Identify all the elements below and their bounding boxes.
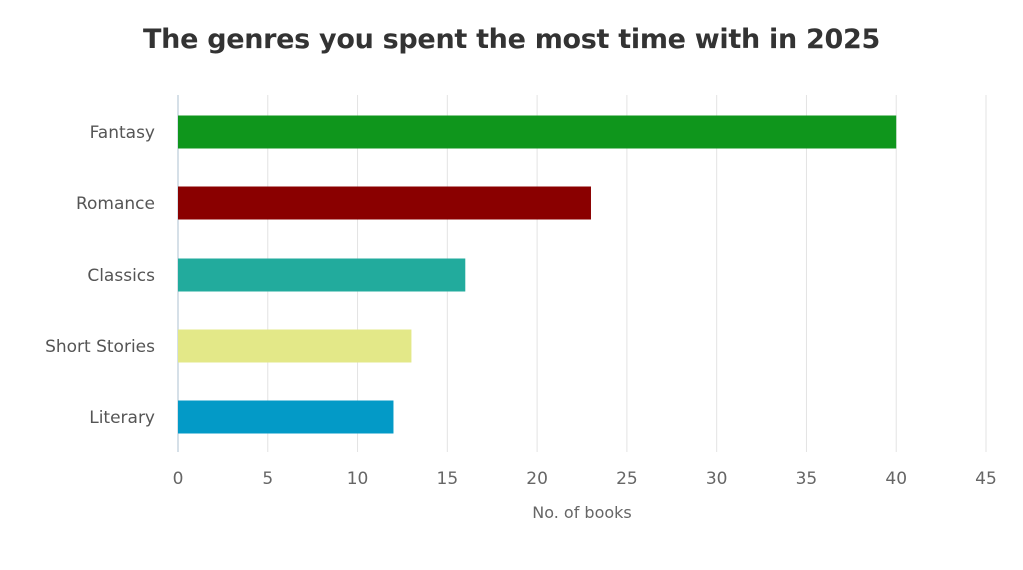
bar-classics	[178, 258, 466, 292]
bar-romance	[178, 186, 591, 220]
x-tick-label: 45	[975, 469, 997, 489]
chart-title: The genres you spent the most time with …	[143, 24, 880, 55]
x-tick-label: 40	[885, 469, 907, 489]
category-label: Literary	[89, 408, 155, 428]
category-label: Fantasy	[90, 123, 155, 143]
x-tick-label: 30	[706, 469, 728, 489]
x-axis-title: No. of books	[532, 503, 632, 522]
bars	[178, 115, 897, 434]
x-tick-label: 0	[173, 469, 184, 489]
x-tick-label: 15	[437, 469, 459, 489]
x-tick-label: 5	[262, 469, 273, 489]
bar-literary	[178, 400, 394, 434]
x-tick-label: 25	[616, 469, 638, 489]
category-labels: Fantasy Romance Classics Short Stories Liter…	[45, 123, 155, 428]
bar-short-stories	[178, 329, 412, 363]
category-label: Short Stories	[45, 337, 155, 357]
x-tick-label: 35	[796, 469, 818, 489]
x-tick-label: 10	[347, 469, 369, 489]
x-tick-label: 20	[526, 469, 548, 489]
category-label: Romance	[76, 194, 155, 214]
x-tick-labels: 0 5 10 15 20 25 30 35 40 45	[173, 469, 997, 489]
category-label: Classics	[87, 266, 155, 286]
bar-fantasy	[178, 115, 897, 149]
